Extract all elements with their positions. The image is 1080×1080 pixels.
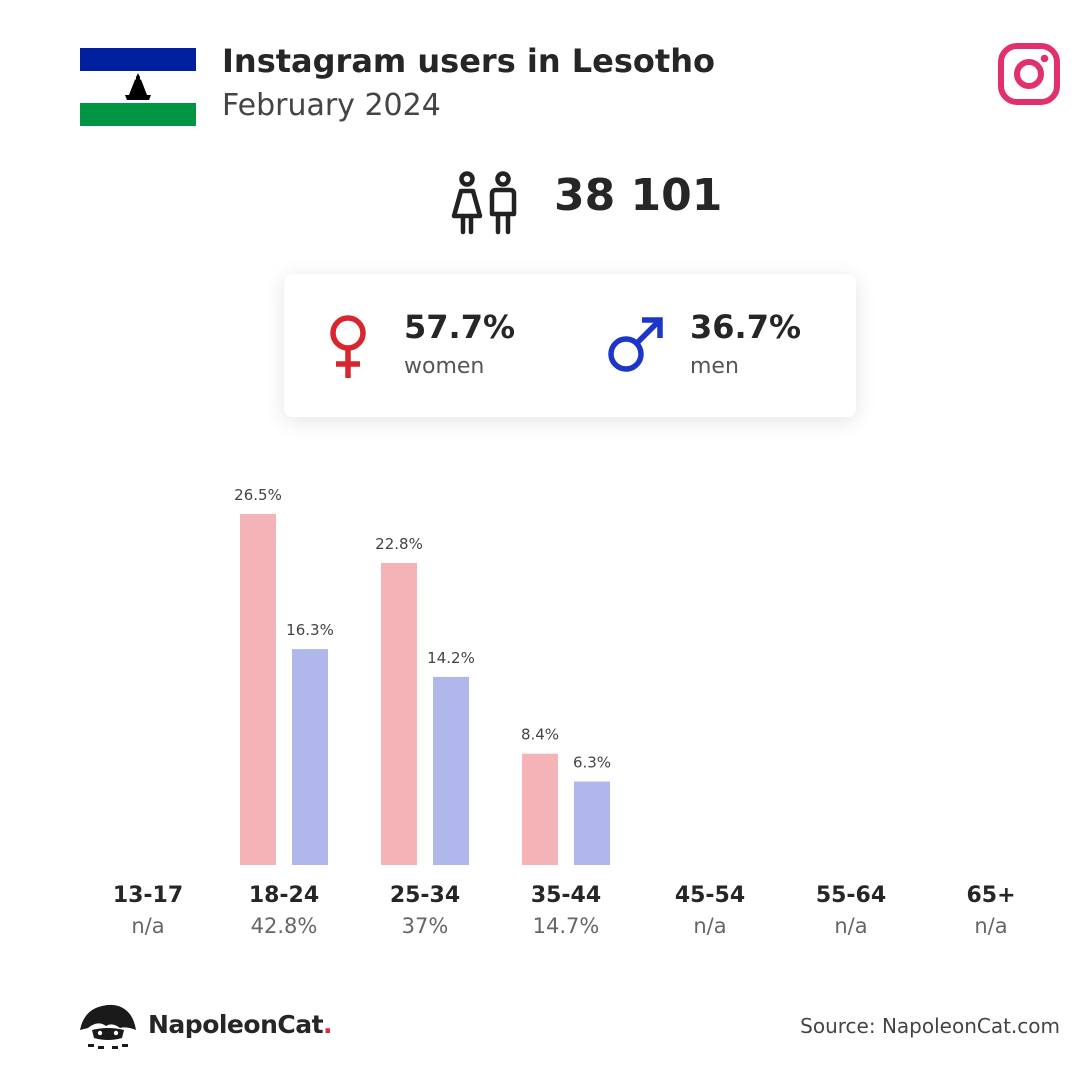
category-label: 55-64 xyxy=(815,883,887,908)
bar-label-s1-25-34: 14.2% xyxy=(427,649,475,667)
category-total: n/a xyxy=(693,914,727,938)
category-label: 65+ xyxy=(966,883,1016,908)
category-label: 18-24 xyxy=(248,883,320,908)
category-13-17: 13-17 n/a xyxy=(88,883,208,938)
category-total: n/a xyxy=(974,914,1008,938)
bar-s1-18-24 xyxy=(292,649,328,865)
bar-s1-25-34 xyxy=(433,676,469,865)
gender-card xyxy=(284,274,856,417)
brand-text: NapoleonCat xyxy=(148,1010,324,1039)
category-label: 35-44 xyxy=(530,883,602,908)
people-icon xyxy=(451,171,517,235)
bar-label-s0-25-34: 22.8% xyxy=(375,535,423,553)
category-total: 14.7% xyxy=(532,914,600,938)
men-label: men xyxy=(690,354,739,379)
category-total: 42.8% xyxy=(250,914,318,938)
bar-s0-25-34 xyxy=(381,563,417,865)
category-total: n/a xyxy=(834,914,868,938)
category-35-44: 35-44 14.7% xyxy=(506,883,626,938)
napoleoncat-logo-icon xyxy=(80,1004,136,1049)
women-label: women xyxy=(404,354,485,379)
bar-s0-18-24 xyxy=(240,514,276,865)
bar-label-s0-35-44: 8.4% xyxy=(521,726,559,744)
page-title: Instagram users in Lesotho xyxy=(222,42,715,80)
male-symbol-icon xyxy=(608,317,663,372)
bar-label-s1-18-24: 16.3% xyxy=(286,621,334,639)
total-users-value: 38 101 xyxy=(554,170,723,221)
category-65+: 65+ n/a xyxy=(931,883,1051,938)
bar-s1-35-44 xyxy=(574,781,610,865)
category-label: 45-54 xyxy=(674,883,746,908)
category-label: 13-17 xyxy=(112,883,184,908)
category-25-34: 25-34 37% xyxy=(365,883,485,938)
category-45-54: 45-54 n/a xyxy=(650,883,770,938)
category-18-24: 18-24 42.8% xyxy=(224,883,344,938)
brand-name: NapoleonCat. xyxy=(148,1010,333,1039)
women-percent: 57.7% xyxy=(404,308,516,346)
instagram-icon xyxy=(998,43,1060,105)
bar-label-s1-35-44: 6.3% xyxy=(573,754,611,772)
bar-s0-35-44 xyxy=(522,753,558,865)
bar-label-s0-18-24: 26.5% xyxy=(234,486,282,504)
page-subtitle: February 2024 xyxy=(222,88,441,123)
female-symbol-icon xyxy=(330,315,366,378)
age-gender-bar-chart: 26.5% 22.8% 8.4% 16.3% 14.2% 6.3% xyxy=(234,486,611,865)
category-55-64: 55-64 n/a xyxy=(791,883,911,938)
category-total: n/a xyxy=(131,914,165,938)
men-percent: 36.7% xyxy=(690,308,802,346)
category-label: 25-34 xyxy=(389,883,461,908)
source-note: Source: NapoleonCat.com xyxy=(800,1014,1060,1038)
brand-dot: . xyxy=(323,1010,333,1039)
lesotho-flag-icon xyxy=(80,48,196,126)
category-total: 37% xyxy=(401,914,449,938)
